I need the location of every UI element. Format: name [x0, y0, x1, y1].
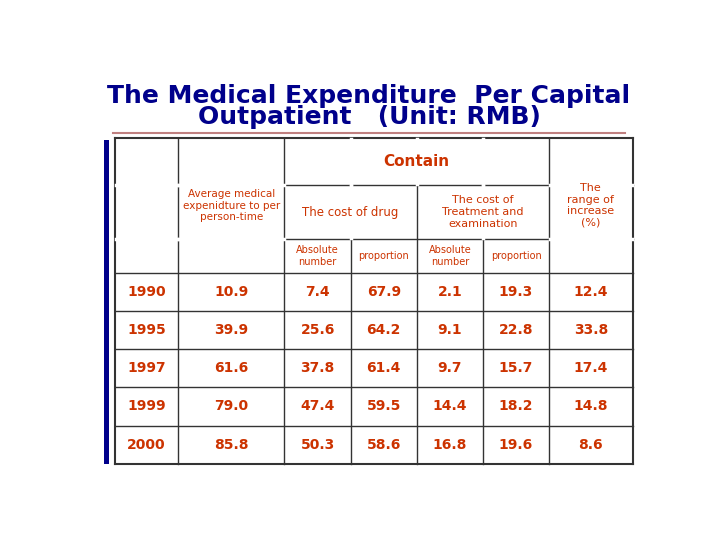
Text: 10.9: 10.9 [214, 285, 248, 299]
Text: 2.1: 2.1 [438, 285, 462, 299]
Text: 58.6: 58.6 [366, 437, 401, 451]
Text: Absolute
number: Absolute number [296, 245, 339, 267]
Text: 37.8: 37.8 [300, 361, 335, 375]
Text: Absolute
number: Absolute number [428, 245, 472, 267]
Text: 19.6: 19.6 [499, 437, 533, 451]
Text: 50.3: 50.3 [300, 437, 335, 451]
Text: 2000: 2000 [127, 437, 166, 451]
Text: 18.2: 18.2 [499, 400, 534, 414]
Text: 61.4: 61.4 [366, 361, 401, 375]
Text: The Medical Expenditure  Per Capital: The Medical Expenditure Per Capital [107, 84, 631, 107]
Text: 12.4: 12.4 [574, 285, 608, 299]
Text: 67.9: 67.9 [366, 285, 401, 299]
Text: 15.7: 15.7 [499, 361, 534, 375]
Text: The cost of drug: The cost of drug [302, 206, 399, 219]
Text: 39.9: 39.9 [215, 323, 248, 338]
Text: 59.5: 59.5 [366, 400, 401, 414]
Text: Outpatient   (Unit: RMB): Outpatient (Unit: RMB) [197, 105, 541, 129]
Text: 17.4: 17.4 [574, 361, 608, 375]
Text: 8.6: 8.6 [578, 437, 603, 451]
Bar [104, 140, 109, 464]
Text: 16.8: 16.8 [433, 437, 467, 451]
Text: 9.1: 9.1 [438, 323, 462, 338]
Text: 85.8: 85.8 [214, 437, 248, 451]
Text: 1995: 1995 [127, 323, 166, 338]
Text: 61.6: 61.6 [214, 361, 248, 375]
Text: 1999: 1999 [127, 400, 166, 414]
Text: 47.4: 47.4 [300, 400, 335, 414]
Text: 22.8: 22.8 [499, 323, 534, 338]
Text: Contain: Contain [384, 154, 450, 169]
Text: 1990: 1990 [127, 285, 166, 299]
Text: 7.4: 7.4 [305, 285, 330, 299]
Text: The
range of
increase
(%): The range of increase (%) [567, 183, 614, 228]
Text: proportion: proportion [490, 251, 541, 261]
Text: 14.4: 14.4 [433, 400, 467, 414]
Text: 14.8: 14.8 [574, 400, 608, 414]
Text: The cost of
Treatment and
examination: The cost of Treatment and examination [442, 195, 523, 228]
Text: 1997: 1997 [127, 361, 166, 375]
Text: 25.6: 25.6 [300, 323, 335, 338]
Text: 19.3: 19.3 [499, 285, 533, 299]
Text: 33.8: 33.8 [574, 323, 608, 338]
Text: Average medical
expenidture to per
person-time: Average medical expenidture to per perso… [183, 189, 280, 222]
Text: 9.7: 9.7 [438, 361, 462, 375]
Text: proportion: proportion [359, 251, 409, 261]
Text: 79.0: 79.0 [215, 400, 248, 414]
Text: 64.2: 64.2 [366, 323, 401, 338]
